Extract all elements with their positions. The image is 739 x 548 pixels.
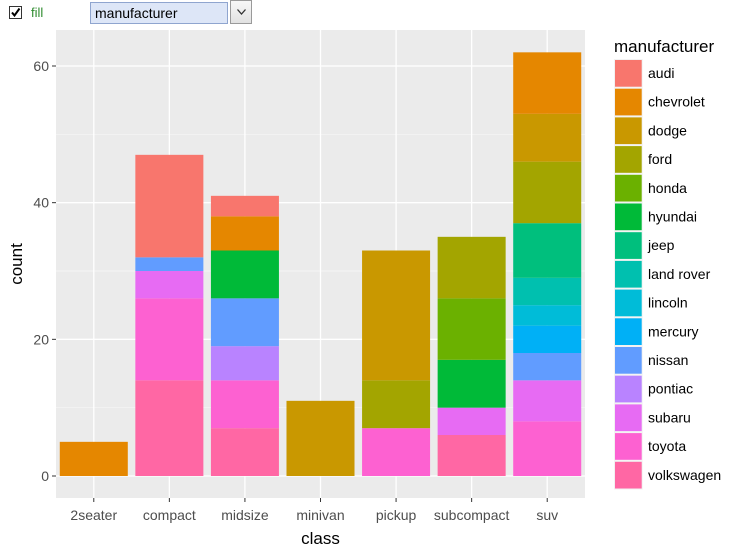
bar-segment-suv-chevrolet bbox=[513, 52, 582, 114]
legend-key-pontiac bbox=[615, 375, 642, 403]
legend-key-audi bbox=[615, 60, 642, 87]
bar-segment-compact-volkswagen bbox=[135, 380, 204, 476]
bar-segment-suv-toyota bbox=[513, 421, 582, 476]
checkmark-icon bbox=[11, 7, 21, 18]
legend-label: lincoln bbox=[648, 295, 688, 311]
legend-key-lincoln bbox=[615, 289, 642, 317]
bar-segment-suv-ford bbox=[513, 161, 582, 224]
legend-label: jeep bbox=[647, 237, 675, 253]
bar-segment-midsize-nissan bbox=[210, 298, 279, 347]
legend-label: audi bbox=[648, 65, 674, 81]
bar-segment-midsize-volkswagen bbox=[210, 428, 279, 476]
bar-segment-midsize-pontiac bbox=[210, 346, 279, 381]
bar-segment-suv-subaru bbox=[513, 380, 582, 422]
bar-segment-subcompact-volkswagen bbox=[437, 435, 506, 476]
x-axis-title: class bbox=[301, 529, 340, 548]
bar-segment-midsize-chevrolet bbox=[210, 216, 279, 251]
legend-label: land rover bbox=[648, 266, 711, 282]
bar-segment-suv-land-rover bbox=[513, 277, 582, 306]
legend-label: hyundai bbox=[648, 209, 697, 225]
x-tick-label: minivan bbox=[296, 507, 344, 523]
bar-segment-subcompact-ford bbox=[437, 236, 506, 299]
bar-segment-subcompact-subaru bbox=[437, 407, 506, 435]
y-tick-label: 0 bbox=[41, 468, 49, 484]
x-tick-label: midsize bbox=[221, 507, 269, 523]
bar-segment-suv-mercury bbox=[513, 325, 582, 353]
bar-segment-compact-subaru bbox=[135, 271, 204, 299]
bar-segment-suv-lincoln bbox=[513, 305, 582, 326]
legend-key-toyota bbox=[615, 433, 642, 460]
bar-segment-pickup-dodge bbox=[362, 250, 431, 381]
legend-title: manufacturer bbox=[614, 37, 714, 56]
legend-label: chevrolet bbox=[648, 94, 705, 110]
legend-key-nissan bbox=[615, 347, 642, 374]
legend-label: volkswagen bbox=[648, 467, 721, 483]
x-tick-label: compact bbox=[143, 507, 196, 523]
x-tick-label: pickup bbox=[376, 507, 417, 523]
legend-key-dodge bbox=[615, 117, 642, 145]
bar-segment-midsize-audi bbox=[210, 195, 279, 217]
legend-key-mercury bbox=[615, 318, 642, 345]
bar-segment-compact-toyota bbox=[135, 298, 204, 381]
fill-checkbox[interactable] bbox=[9, 6, 22, 19]
legend-key-chevrolet bbox=[615, 88, 642, 116]
x-tick-label: subcompact bbox=[434, 507, 510, 523]
legend-label: ford bbox=[648, 151, 672, 167]
bar-segment-suv-dodge bbox=[513, 113, 582, 162]
legend-label: mercury bbox=[648, 323, 699, 339]
bar-segment-subcompact-honda bbox=[437, 298, 506, 360]
dropdown-button[interactable] bbox=[230, 0, 252, 24]
bar-segment-pickup-toyota bbox=[362, 428, 431, 476]
legend-label: honda bbox=[648, 180, 687, 196]
control-bar: fill manufacturer bbox=[0, 0, 739, 30]
x-tick-label: suv bbox=[536, 507, 558, 523]
legend-key-jeep bbox=[615, 232, 642, 259]
bar-segment-midsize-hyundai bbox=[210, 250, 279, 299]
fill-variable-select[interactable]: manufacturer bbox=[90, 2, 228, 24]
bar-segment-compact-audi bbox=[135, 154, 204, 258]
legend-key-volkswagen bbox=[615, 461, 642, 489]
legend-label: dodge bbox=[648, 122, 687, 138]
bar-segment-suv-jeep bbox=[513, 223, 582, 278]
bar-segment-2seater-chevrolet bbox=[59, 441, 128, 476]
fill-checkbox-label: fill bbox=[31, 5, 44, 20]
x-tick-label: 2seater bbox=[70, 507, 117, 523]
legend-key-ford bbox=[615, 146, 642, 173]
legend-key-hyundai bbox=[615, 203, 642, 231]
bar-segment-minivan-dodge bbox=[286, 400, 355, 476]
legend-key-subaru bbox=[615, 404, 642, 432]
legend-key-land-rover bbox=[615, 260, 642, 288]
y-axis-title: count bbox=[7, 243, 26, 285]
legend-label: pontiac bbox=[648, 381, 693, 397]
bar-segment-midsize-toyota bbox=[210, 380, 279, 429]
y-tick-label: 60 bbox=[33, 58, 49, 74]
legend-label: subaru bbox=[648, 409, 691, 425]
y-tick-label: 20 bbox=[33, 331, 49, 347]
bar-segment-subcompact-hyundai bbox=[437, 359, 506, 408]
bar-segment-suv-nissan bbox=[513, 353, 582, 381]
legend-label: toyota bbox=[648, 438, 686, 454]
chevron-down-icon bbox=[237, 9, 246, 15]
y-tick-label: 40 bbox=[33, 195, 49, 211]
bar-segment-compact-nissan bbox=[135, 257, 204, 271]
legend-label: nissan bbox=[648, 352, 688, 368]
bar-segment-pickup-ford bbox=[362, 380, 431, 429]
legend-key-honda bbox=[615, 174, 642, 202]
legend: manufacturer audi chevrolet dodge ford honda h… bbox=[614, 37, 721, 490]
